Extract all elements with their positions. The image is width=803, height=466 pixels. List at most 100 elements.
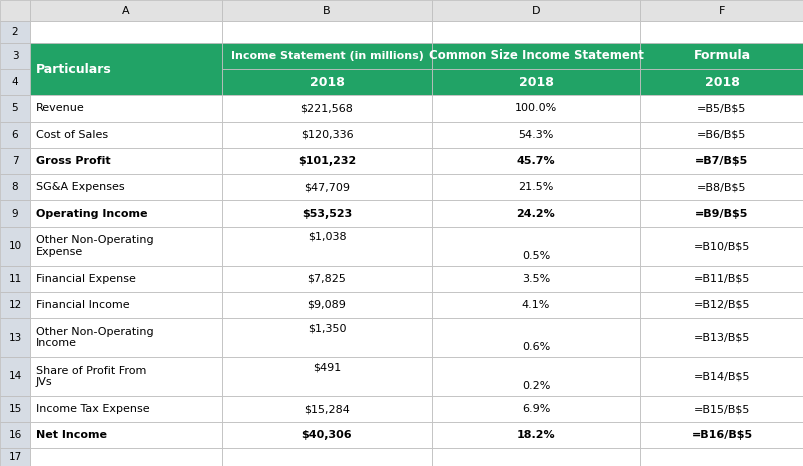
Text: $53,523: $53,523 xyxy=(301,209,352,219)
Bar xyxy=(30,96,222,122)
Bar xyxy=(30,21,222,43)
Bar xyxy=(0,266,30,292)
Text: 8: 8 xyxy=(12,182,18,192)
Text: 21.5%: 21.5% xyxy=(518,182,553,192)
Bar xyxy=(639,69,803,96)
Bar xyxy=(0,43,30,69)
Text: 24.2%: 24.2% xyxy=(516,209,555,219)
Bar xyxy=(0,200,30,226)
Text: Share of Profit From
JVs: Share of Profit From JVs xyxy=(36,366,146,387)
Text: Other Non-Operating
Income: Other Non-Operating Income xyxy=(36,327,153,349)
Text: 15: 15 xyxy=(8,404,22,414)
Bar xyxy=(431,200,639,226)
Text: 10: 10 xyxy=(8,241,22,251)
Bar xyxy=(222,96,431,122)
Text: =B6/B$5: =B6/B$5 xyxy=(696,130,746,140)
Text: 13: 13 xyxy=(8,333,22,343)
Bar xyxy=(431,396,639,422)
Bar xyxy=(30,292,222,318)
Text: SG&A Expenses: SG&A Expenses xyxy=(36,182,124,192)
Bar xyxy=(639,318,803,357)
Bar xyxy=(431,96,639,122)
Text: 7: 7 xyxy=(12,156,18,166)
Text: F: F xyxy=(718,6,724,16)
Text: =B8/B$5: =B8/B$5 xyxy=(696,182,746,192)
Bar xyxy=(639,122,803,148)
Text: =B5/B$5: =B5/B$5 xyxy=(696,103,746,114)
Bar xyxy=(30,422,222,448)
Text: 0.2%: 0.2% xyxy=(521,381,549,391)
Text: $47,709: $47,709 xyxy=(304,182,349,192)
Text: $40,306: $40,306 xyxy=(301,431,352,440)
Bar xyxy=(30,43,222,96)
Text: 17: 17 xyxy=(8,452,22,462)
Bar xyxy=(222,122,431,148)
Bar xyxy=(222,422,431,448)
Bar xyxy=(431,422,639,448)
Bar xyxy=(222,200,431,226)
Text: Operating Income: Operating Income xyxy=(36,209,147,219)
Text: 11: 11 xyxy=(8,274,22,284)
Bar xyxy=(431,148,639,174)
Bar xyxy=(639,292,803,318)
Text: $1,038: $1,038 xyxy=(308,232,346,242)
Text: 5: 5 xyxy=(12,103,18,114)
Bar xyxy=(0,292,30,318)
Text: Common Size Income Statement: Common Size Income Statement xyxy=(428,49,642,62)
Bar xyxy=(30,200,222,226)
Text: 6: 6 xyxy=(12,130,18,140)
Text: =B9/B$5: =B9/B$5 xyxy=(695,209,748,219)
Text: $15,284: $15,284 xyxy=(304,404,349,414)
Text: Formula: Formula xyxy=(692,49,750,62)
Text: 3: 3 xyxy=(12,51,18,61)
Text: 100.0%: 100.0% xyxy=(514,103,556,114)
Bar xyxy=(639,21,803,43)
Text: 4: 4 xyxy=(12,77,18,87)
Text: 2: 2 xyxy=(12,27,18,37)
Bar xyxy=(30,122,222,148)
Bar xyxy=(222,292,431,318)
Text: Cost of Sales: Cost of Sales xyxy=(36,130,108,140)
Bar xyxy=(431,69,639,96)
Bar xyxy=(431,43,639,69)
Bar xyxy=(222,0,431,21)
Bar xyxy=(30,148,222,174)
Text: Net Income: Net Income xyxy=(36,431,107,440)
Text: Gross Profit: Gross Profit xyxy=(36,156,111,166)
Text: =B13/B$5: =B13/B$5 xyxy=(693,333,749,343)
Bar xyxy=(30,0,222,21)
Bar xyxy=(222,266,431,292)
Bar xyxy=(30,266,222,292)
Bar xyxy=(0,96,30,122)
Text: 3.5%: 3.5% xyxy=(521,274,549,284)
Bar xyxy=(639,448,803,466)
Text: 18.2%: 18.2% xyxy=(516,431,555,440)
Bar xyxy=(639,200,803,226)
Text: $1,350: $1,350 xyxy=(308,323,346,333)
Bar xyxy=(639,43,803,69)
Bar xyxy=(30,226,222,266)
Bar xyxy=(30,448,222,466)
Text: Revenue: Revenue xyxy=(36,103,84,114)
Text: 0.6%: 0.6% xyxy=(521,342,549,352)
Bar xyxy=(222,148,431,174)
Text: D: D xyxy=(531,6,540,16)
Text: 12: 12 xyxy=(8,300,22,310)
Bar xyxy=(222,69,431,96)
Bar xyxy=(431,318,639,357)
Text: $7,825: $7,825 xyxy=(308,274,346,284)
Bar xyxy=(639,174,803,200)
Text: $120,336: $120,336 xyxy=(300,130,353,140)
Text: 16: 16 xyxy=(8,431,22,440)
Text: 54.3%: 54.3% xyxy=(518,130,553,140)
Bar xyxy=(222,357,431,396)
Bar xyxy=(222,448,431,466)
Bar xyxy=(431,21,639,43)
Bar xyxy=(0,21,30,43)
Text: =B12/B$5: =B12/B$5 xyxy=(693,300,749,310)
Text: 0.5%: 0.5% xyxy=(521,251,549,260)
Bar xyxy=(431,266,639,292)
Bar xyxy=(222,396,431,422)
Bar xyxy=(30,357,222,396)
Bar xyxy=(639,148,803,174)
